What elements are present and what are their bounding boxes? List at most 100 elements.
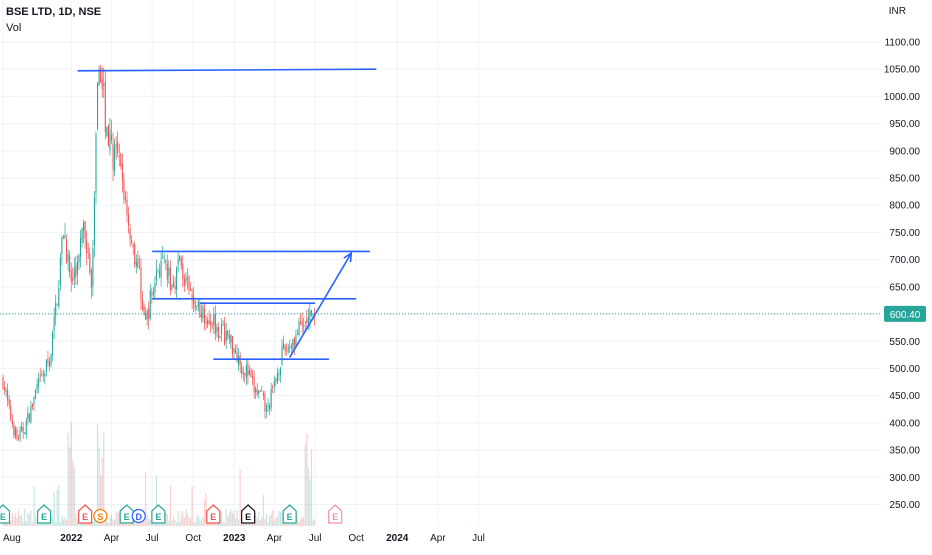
- event-marker[interactable]: E: [241, 504, 256, 524]
- symbol-title[interactable]: BSE LTD, 1D, NSE: [6, 6, 102, 18]
- candle-body: [152, 291, 154, 295]
- volume-bar: [98, 447, 100, 526]
- volume-bar: [267, 522, 269, 526]
- volume-bar: [33, 486, 35, 526]
- volume-bar: [115, 511, 117, 526]
- candle-body: [296, 333, 299, 335]
- candle-body: [211, 326, 213, 328]
- candle-body: [239, 355, 241, 365]
- x-tick-label: Jul: [309, 533, 322, 544]
- candle-body: [230, 334, 232, 343]
- candle-body: [188, 276, 190, 290]
- candle-body: [148, 308, 150, 320]
- x-tick-label: Oct: [185, 533, 201, 544]
- volume-bar: [183, 517, 185, 526]
- y-tick-label: 1000.00: [884, 92, 921, 103]
- candle-body: [110, 135, 113, 141]
- volume-bar: [27, 512, 29, 526]
- candle-body: [154, 283, 156, 293]
- candle-body: [84, 221, 86, 239]
- candle-body: [21, 426, 23, 431]
- candle-body: [185, 276, 187, 283]
- candle-body: [75, 265, 77, 278]
- candle-body: [149, 290, 151, 319]
- volume-bar: [96, 424, 99, 526]
- volume-bar: [278, 511, 280, 526]
- event-marker[interactable]: D: [131, 508, 146, 524]
- event-marker[interactable]: E: [282, 504, 297, 524]
- event-marker[interactable]: E: [151, 504, 166, 524]
- candle-body: [307, 317, 309, 324]
- candle-body: [303, 325, 305, 327]
- trendline-drawings: [77, 68, 377, 361]
- candle-body: [151, 293, 153, 296]
- y-tick-label: 850.00: [889, 174, 920, 185]
- volume-bar: [269, 516, 271, 526]
- event-marker[interactable]: E: [0, 504, 11, 524]
- event-marker[interactable]: S: [93, 508, 108, 524]
- candle-body: [124, 197, 126, 201]
- volume-bar: [196, 517, 198, 526]
- event-marker[interactable]: E: [328, 504, 343, 524]
- candle-body: [16, 429, 18, 439]
- candle-body: [123, 179, 125, 200]
- y-tick-label: 1050.00: [884, 65, 921, 76]
- candle-body: [267, 404, 269, 407]
- event-marker[interactable]: E: [119, 504, 134, 524]
- candle-body: [52, 332, 54, 356]
- candle-body: [236, 352, 238, 363]
- volume-bar: [281, 512, 283, 526]
- candle-body: [109, 130, 111, 151]
- candle-body: [304, 321, 306, 323]
- volume-bar: [255, 512, 257, 526]
- candle-body: [290, 345, 292, 348]
- candle-body: [245, 365, 247, 378]
- candle-body: [5, 390, 7, 392]
- y-tick-label: 350.00: [889, 446, 920, 457]
- candle-body: [255, 387, 257, 393]
- candle-body: [225, 331, 227, 342]
- volume-bar: [110, 514, 113, 526]
- candle-body: [286, 350, 288, 352]
- volume-legend[interactable]: Vol: [6, 22, 22, 34]
- volume-bar: [227, 516, 229, 526]
- volume-bar: [300, 519, 302, 526]
- volume-bar: [87, 521, 89, 526]
- volume-bar: [149, 519, 151, 526]
- candle-body: [106, 127, 108, 136]
- y-tick-label: 500.00: [889, 364, 920, 375]
- event-marker[interactable]: E: [78, 504, 93, 524]
- volume-bar: [13, 517, 15, 526]
- event-marker[interactable]: E: [206, 504, 221, 524]
- candle-body: [273, 381, 275, 387]
- candle-body: [244, 373, 246, 376]
- candle-body: [182, 263, 184, 280]
- event-marker[interactable]: E: [36, 504, 52, 524]
- candle-body: [176, 267, 178, 290]
- y-tick-label: 650.00: [889, 282, 920, 293]
- candle-body: [117, 141, 119, 153]
- candle-body: [179, 255, 181, 261]
- candle-body: [35, 390, 37, 398]
- candle-body: [33, 396, 35, 405]
- candle-body: [90, 270, 92, 289]
- candle-body: [44, 373, 46, 377]
- candle-body: [199, 303, 201, 318]
- volume-bar: [238, 519, 240, 526]
- candle-body: [231, 336, 233, 355]
- volume-bar: [56, 489, 58, 526]
- candle-body: [81, 228, 83, 243]
- volume-bar: [259, 519, 261, 526]
- candle-body: [146, 310, 148, 320]
- volume-bar: [22, 521, 24, 526]
- candle-body: [250, 369, 252, 377]
- candle-body: [128, 214, 130, 226]
- candle-body: [238, 355, 240, 366]
- candle-body: [14, 428, 16, 437]
- candle-body: [177, 259, 179, 265]
- candle-body: [103, 84, 105, 86]
- candle-body: [131, 240, 133, 244]
- volume-bar: [38, 522, 40, 526]
